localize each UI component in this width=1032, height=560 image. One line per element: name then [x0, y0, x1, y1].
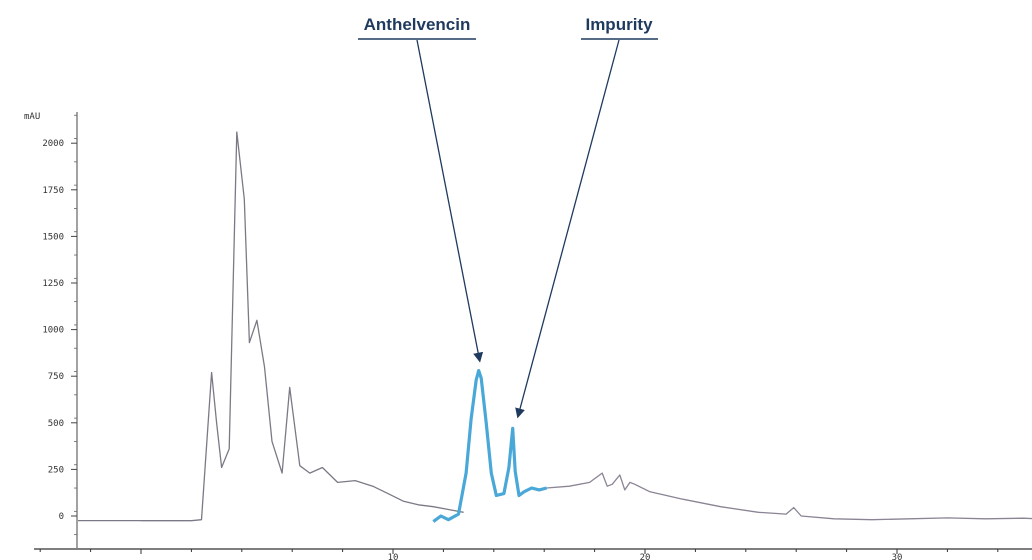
peak-callouts: Anthelvencin Impurity [358, 15, 658, 419]
series-trace [432, 369, 548, 523]
y-tick-label: 750 [48, 372, 64, 382]
series-trace [546, 472, 1032, 521]
y-tick-label: 2000 [42, 139, 64, 149]
y-tick-label: 0 [59, 512, 64, 522]
callout-arrow [515, 39, 620, 419]
plot-area [78, 131, 1032, 523]
x-tick-label: 20 [640, 553, 651, 560]
y-axis-unit-label: mAU [24, 112, 40, 122]
y-tick-label: 1500 [42, 232, 64, 242]
y-tick-label: 250 [48, 465, 64, 475]
x-tick-label: 10 [388, 553, 399, 560]
y-tick-label: 1250 [42, 279, 64, 289]
axes: mAU 0 250 500 750 1000 1250 1500 1750 2000 10 20 30 [24, 112, 1032, 560]
callout-arrow [416, 39, 484, 363]
series-trace [141, 131, 464, 522]
callout-label: Anthelvencin [364, 15, 471, 34]
y-tick-label: 1750 [42, 186, 64, 196]
callout-label: Impurity [585, 15, 653, 34]
y-tick-label: 500 [48, 419, 64, 429]
y-tick-label: 1000 [42, 326, 64, 336]
x-tick-label: 30 [892, 553, 903, 560]
